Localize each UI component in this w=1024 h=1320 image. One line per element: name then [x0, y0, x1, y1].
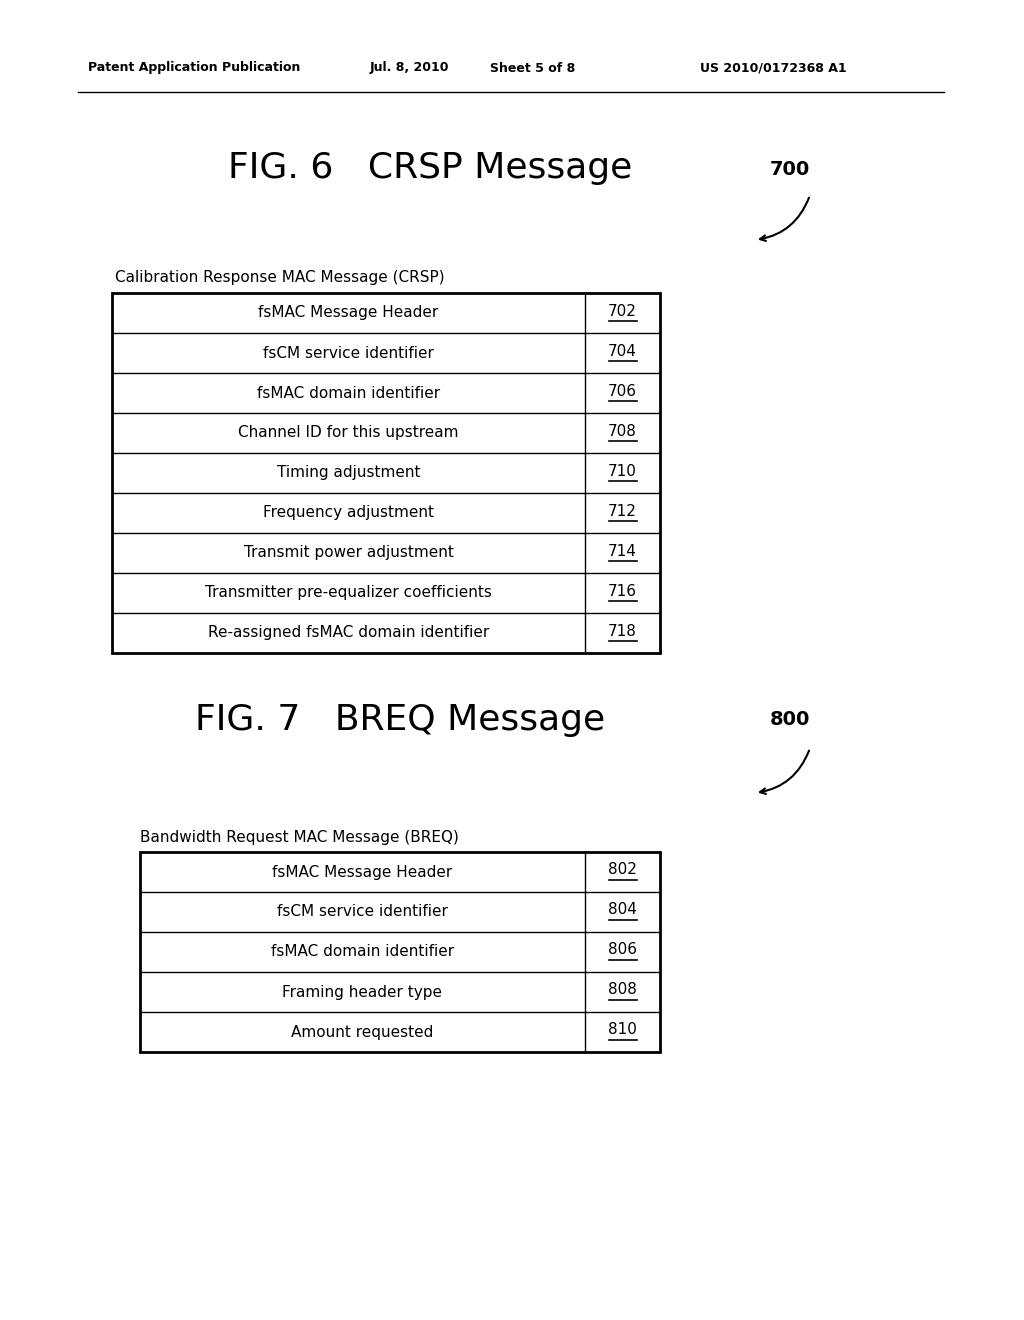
Text: 804: 804 — [608, 903, 637, 917]
Text: 702: 702 — [608, 304, 637, 318]
Text: Bandwidth Request MAC Message (BREQ): Bandwidth Request MAC Message (BREQ) — [140, 830, 459, 845]
Text: Calibration Response MAC Message (CRSP): Calibration Response MAC Message (CRSP) — [115, 271, 444, 285]
Bar — [140, 851, 660, 1052]
Text: fsMAC Message Header: fsMAC Message Header — [258, 305, 438, 321]
Text: 806: 806 — [608, 942, 637, 957]
Text: Transmitter pre-equalizer coefficients: Transmitter pre-equalizer coefficients — [205, 586, 492, 601]
Bar — [112, 293, 660, 653]
Text: US 2010/0172368 A1: US 2010/0172368 A1 — [700, 62, 847, 74]
Text: 800: 800 — [770, 710, 810, 729]
Text: Frequency adjustment: Frequency adjustment — [263, 506, 434, 520]
Text: 718: 718 — [608, 623, 637, 639]
Text: FIG. 7   BREQ Message: FIG. 7 BREQ Message — [195, 704, 605, 737]
Text: 704: 704 — [608, 343, 637, 359]
Text: 808: 808 — [608, 982, 637, 998]
Text: 708: 708 — [608, 424, 637, 438]
Text: Framing header type: Framing header type — [283, 985, 442, 999]
Text: fsMAC domain identifier: fsMAC domain identifier — [257, 385, 440, 400]
Text: fsCM service identifier: fsCM service identifier — [278, 904, 447, 920]
Text: 714: 714 — [608, 544, 637, 558]
Text: Re-assigned fsMAC domain identifier: Re-assigned fsMAC domain identifier — [208, 626, 489, 640]
Text: fsMAC Message Header: fsMAC Message Header — [272, 865, 453, 879]
Text: Patent Application Publication: Patent Application Publication — [88, 62, 300, 74]
Text: Amount requested: Amount requested — [291, 1024, 434, 1040]
Text: 710: 710 — [608, 463, 637, 479]
Text: fsMAC domain identifier: fsMAC domain identifier — [271, 945, 454, 960]
Text: 716: 716 — [608, 583, 637, 598]
Text: 712: 712 — [608, 503, 637, 519]
Text: Channel ID for this upstream: Channel ID for this upstream — [239, 425, 459, 441]
Text: 810: 810 — [608, 1023, 637, 1038]
Text: 700: 700 — [770, 160, 810, 180]
Text: Jul. 8, 2010: Jul. 8, 2010 — [370, 62, 450, 74]
Text: fsCM service identifier: fsCM service identifier — [263, 346, 434, 360]
Text: Sheet 5 of 8: Sheet 5 of 8 — [490, 62, 575, 74]
Text: Timing adjustment: Timing adjustment — [276, 466, 420, 480]
Text: 802: 802 — [608, 862, 637, 878]
Text: Transmit power adjustment: Transmit power adjustment — [244, 545, 454, 561]
Text: FIG. 6   CRSP Message: FIG. 6 CRSP Message — [228, 150, 632, 185]
Text: 706: 706 — [608, 384, 637, 399]
